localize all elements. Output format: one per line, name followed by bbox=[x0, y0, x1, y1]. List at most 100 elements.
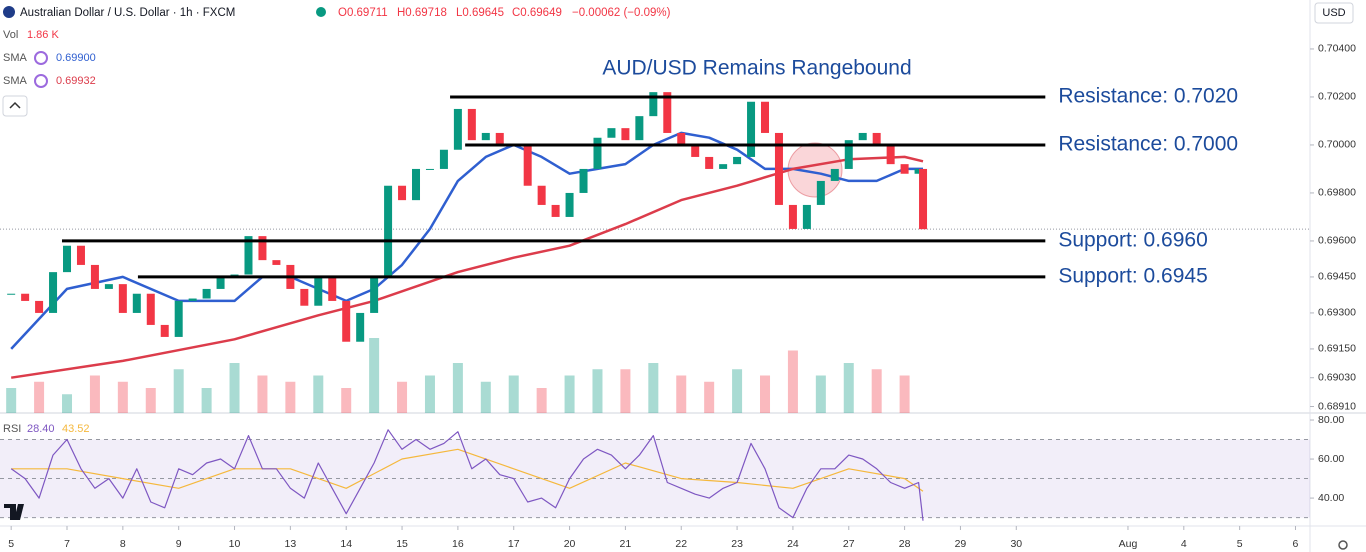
candle bbox=[370, 276, 379, 313]
volume-bar bbox=[313, 375, 324, 413]
symbol-title: Australian Dollar / U.S. Dollar · 1h · F… bbox=[20, 7, 235, 19]
x-tick-label: 14 bbox=[340, 538, 352, 550]
candle bbox=[844, 140, 853, 169]
ohlc-close: C0.69649 bbox=[512, 7, 562, 19]
y-tick-label: 0.69030 bbox=[1318, 372, 1356, 384]
volume-bar bbox=[117, 381, 128, 413]
candle bbox=[21, 293, 30, 301]
x-tick-label: 30 bbox=[1010, 538, 1022, 550]
sma-line bbox=[11, 155, 924, 379]
indicator-name: SMA bbox=[3, 52, 28, 64]
volume-bar bbox=[341, 388, 352, 413]
candle bbox=[774, 132, 783, 205]
volume-bar bbox=[397, 381, 408, 413]
rsi-line bbox=[10, 429, 924, 521]
ohlc-open: O0.69711 bbox=[338, 7, 388, 19]
tv-logo bbox=[4, 504, 24, 520]
candle bbox=[747, 101, 756, 157]
candle bbox=[788, 204, 797, 229]
y-tick-label: 0.70400 bbox=[1318, 43, 1356, 55]
candle bbox=[49, 272, 58, 313]
caret-icon bbox=[9, 101, 21, 109]
currency-label: USD bbox=[1322, 7, 1345, 19]
volume-bar bbox=[369, 338, 380, 413]
candle bbox=[146, 293, 155, 325]
candle bbox=[398, 185, 407, 201]
volume-bar bbox=[6, 388, 17, 413]
y-tick-label: 0.69800 bbox=[1318, 187, 1356, 199]
volume-bar bbox=[620, 369, 631, 413]
candle bbox=[495, 132, 504, 145]
candle bbox=[607, 128, 616, 138]
candle bbox=[761, 101, 770, 133]
candle bbox=[7, 293, 16, 295]
candle bbox=[202, 288, 211, 299]
x-tick-label: 4 bbox=[1181, 538, 1187, 550]
volume-bar bbox=[89, 375, 100, 413]
volume-bar bbox=[480, 381, 491, 413]
settings-icon[interactable] bbox=[1338, 540, 1348, 550]
x-tick-label: 10 bbox=[229, 538, 241, 550]
indicator-value: 0.69900 bbox=[56, 52, 96, 64]
candle bbox=[244, 236, 253, 275]
collapse-button[interactable] bbox=[2, 95, 28, 117]
y-tick-label: 0.69450 bbox=[1318, 271, 1356, 283]
x-tick-label: 27 bbox=[843, 538, 855, 550]
volume-bar bbox=[787, 350, 798, 413]
y-tick-label: 0.69600 bbox=[1318, 235, 1356, 247]
x-tick-label: 24 bbox=[787, 538, 799, 550]
candle bbox=[384, 185, 393, 277]
volume-bar bbox=[899, 375, 910, 413]
currency-button[interactable] bbox=[1314, 2, 1354, 24]
candle bbox=[900, 164, 909, 174]
candle bbox=[733, 156, 742, 165]
volume-bar bbox=[508, 375, 519, 413]
indicator-icon bbox=[34, 51, 48, 65]
volume-bar bbox=[843, 363, 854, 413]
y-tick-label: 40.00 bbox=[1318, 492, 1344, 504]
candle bbox=[104, 284, 113, 289]
level-label: Resistance: 0.7020 bbox=[1058, 84, 1238, 107]
candle bbox=[523, 144, 532, 186]
volume-bar bbox=[815, 375, 826, 413]
indicator-name: Vol bbox=[3, 29, 18, 41]
x-tick-label: 7 bbox=[64, 538, 70, 550]
volume-bar bbox=[564, 375, 575, 413]
volume-bar bbox=[34, 381, 45, 413]
ohlc-high: H0.69718 bbox=[397, 7, 447, 19]
candle bbox=[481, 132, 490, 141]
x-tick-label: 8 bbox=[120, 538, 126, 550]
ohlc-change: −0.00062 (−0.09%) bbox=[572, 7, 671, 19]
candle bbox=[76, 245, 85, 265]
candle bbox=[328, 276, 337, 301]
volume-bar bbox=[648, 363, 659, 413]
x-tick-label: 5 bbox=[8, 538, 14, 550]
candle bbox=[425, 168, 434, 170]
volume-bar bbox=[145, 388, 156, 413]
candle bbox=[453, 108, 462, 150]
x-tick-label: 15 bbox=[396, 538, 408, 550]
x-tick-label: 16 bbox=[452, 538, 464, 550]
candle bbox=[565, 192, 574, 217]
candle bbox=[705, 156, 714, 169]
candle bbox=[858, 132, 867, 141]
candle bbox=[188, 298, 197, 301]
volume-bar bbox=[676, 375, 687, 413]
x-tick-label: 20 bbox=[564, 538, 576, 550]
candle bbox=[593, 137, 602, 169]
indicator-name: SMA bbox=[3, 75, 28, 87]
y-tick-label: 0.70000 bbox=[1318, 139, 1356, 151]
volume-bar bbox=[424, 375, 435, 413]
volume-bar bbox=[536, 388, 547, 413]
candle bbox=[63, 245, 72, 273]
candle bbox=[579, 168, 588, 193]
candle bbox=[35, 300, 44, 313]
volume-bar bbox=[592, 369, 603, 413]
candle bbox=[132, 293, 141, 313]
volume-bar bbox=[257, 375, 268, 413]
x-tick-label: 29 bbox=[955, 538, 967, 550]
indicator-value: 1.86 K bbox=[27, 29, 59, 41]
candle bbox=[174, 300, 183, 337]
